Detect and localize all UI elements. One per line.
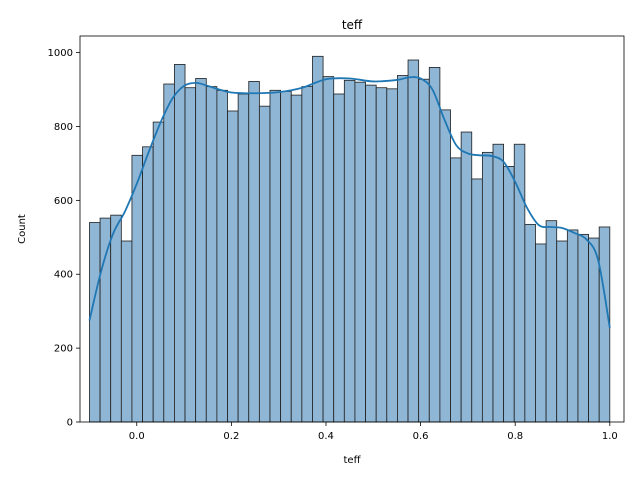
y-axis: 0 200 400 600 800 1000 — [48, 48, 80, 429]
histogram-bar — [588, 237, 600, 423]
kde-line — [88, 76, 611, 328]
histogram-bar — [439, 109, 451, 423]
histogram-bar — [301, 86, 313, 423]
x-tick-label: 0.4 — [318, 431, 334, 442]
x-tick-label: 0.0 — [129, 431, 145, 442]
histogram-bar — [258, 105, 271, 423]
x-tick-label: 0.2 — [223, 431, 239, 442]
histogram-bar — [120, 240, 133, 423]
y-axis-label: Count — [17, 214, 28, 244]
x-tick-label: 0.6 — [413, 431, 429, 442]
histogram-bar — [163, 83, 175, 423]
histogram-bar — [99, 217, 112, 423]
histogram-bar — [386, 88, 398, 423]
histogram-bar — [503, 165, 515, 423]
histogram-bar — [248, 81, 260, 423]
histogram-bar — [205, 86, 218, 423]
histogram-bar — [598, 226, 611, 423]
histogram-bar — [269, 89, 282, 423]
y-tick-label: 400 — [54, 270, 73, 281]
histogram-bar — [152, 121, 165, 423]
histogram-bar — [471, 178, 483, 423]
histogram-bar — [397, 75, 409, 423]
histogram-bar — [375, 87, 388, 423]
histogram-bar — [556, 240, 568, 423]
histogram-bar — [535, 243, 547, 423]
histogram-bar — [492, 143, 505, 423]
histogram-bar — [577, 233, 589, 423]
histogram-bar — [481, 151, 494, 423]
y-tick-label: 200 — [54, 344, 73, 355]
histogram-bar — [418, 78, 430, 423]
histogram-bar — [343, 79, 356, 423]
histogram-bar — [566, 229, 579, 423]
x-axis: 0.0 0.2 0.4 0.6 0.8 1.0 — [129, 422, 618, 442]
histogram-bar — [216, 89, 228, 423]
x-axis-label: teff — [344, 455, 362, 466]
histogram-bar — [524, 223, 536, 423]
histogram-bar — [184, 87, 197, 423]
y-tick-label: 1000 — [48, 48, 73, 59]
histogram-bar — [174, 64, 186, 423]
histogram-bar — [110, 214, 122, 423]
histogram-bar — [450, 157, 462, 423]
kde-curve — [88, 76, 611, 328]
histogram-bar — [333, 93, 345, 423]
histogram-bar — [142, 146, 154, 423]
y-tick-label: 600 — [54, 196, 73, 207]
histogram-bar — [354, 81, 366, 423]
y-tick-label: 800 — [54, 122, 73, 133]
histogram-bar — [322, 76, 335, 423]
histogram-bar — [237, 93, 250, 423]
histogram-bar — [460, 131, 473, 423]
histogram-bar — [195, 78, 207, 423]
histogram-bar — [131, 154, 143, 423]
bars — [89, 55, 611, 423]
histogram-bar — [407, 59, 420, 423]
histogram-bar — [428, 66, 441, 423]
histogram-bar — [290, 94, 303, 423]
plot-frame — [79, 35, 625, 423]
histogram-bar — [312, 55, 324, 423]
histogram-bar — [227, 110, 239, 423]
y-tick-label: 0 — [67, 418, 73, 429]
histogram-bar — [280, 91, 292, 423]
x-tick-label: 1.0 — [602, 431, 618, 442]
histogram-bar — [89, 222, 101, 423]
histogram-bar — [365, 84, 377, 423]
chart-title: teff — [342, 18, 363, 32]
histogram-bar — [545, 220, 558, 423]
histogram-bar — [513, 143, 526, 423]
x-tick-label: 0.8 — [507, 431, 523, 442]
